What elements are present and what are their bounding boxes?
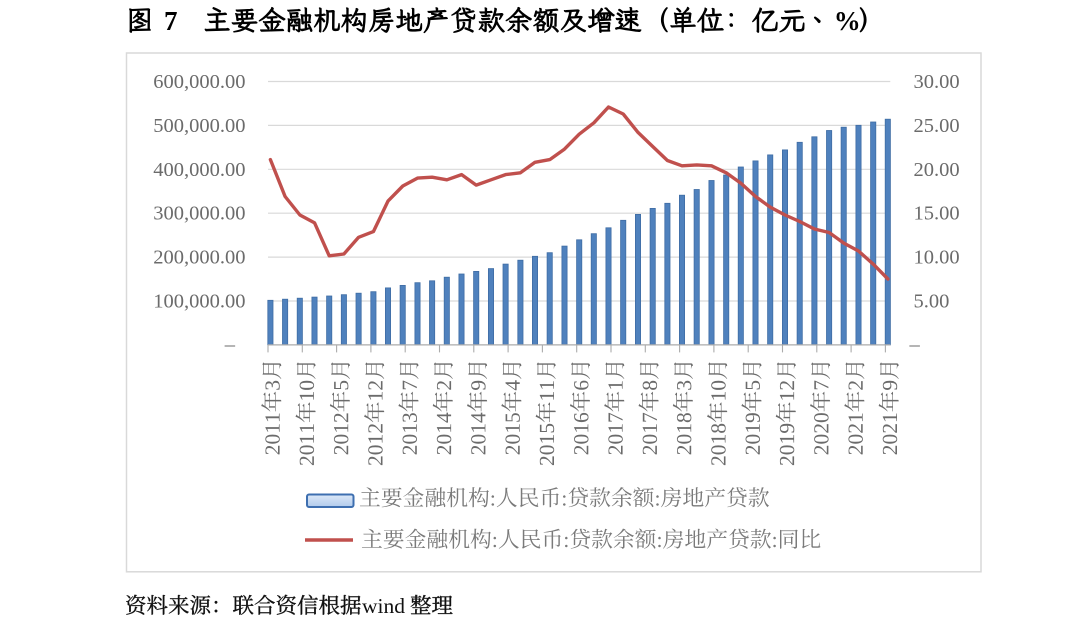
svg-text:500,000.00: 500,000.00 — [153, 115, 245, 137]
svg-text:600,000.00: 600,000.00 — [153, 71, 245, 93]
svg-text:–: – — [909, 333, 921, 355]
svg-text:–: – — [224, 333, 236, 355]
svg-text:30.00: 30.00 — [914, 71, 960, 93]
svg-text:15.00: 15.00 — [914, 203, 960, 225]
svg-text:7: 7 — [164, 6, 178, 36]
svg-text:200,000.00: 200,000.00 — [153, 247, 245, 269]
svg-text:300,000.00: 300,000.00 — [153, 203, 245, 225]
svg-text:400,000.00: 400,000.00 — [153, 159, 245, 181]
svg-text:%: % — [834, 6, 861, 36]
svg-text:5.00: 5.00 — [914, 291, 950, 313]
svg-text:wind: wind — [362, 594, 405, 618]
svg-text:10.00: 10.00 — [914, 247, 960, 269]
svg-text:100,000.00: 100,000.00 — [153, 291, 245, 313]
svg-text:25.00: 25.00 — [914, 115, 960, 137]
svg-text:20.00: 20.00 — [914, 159, 960, 181]
